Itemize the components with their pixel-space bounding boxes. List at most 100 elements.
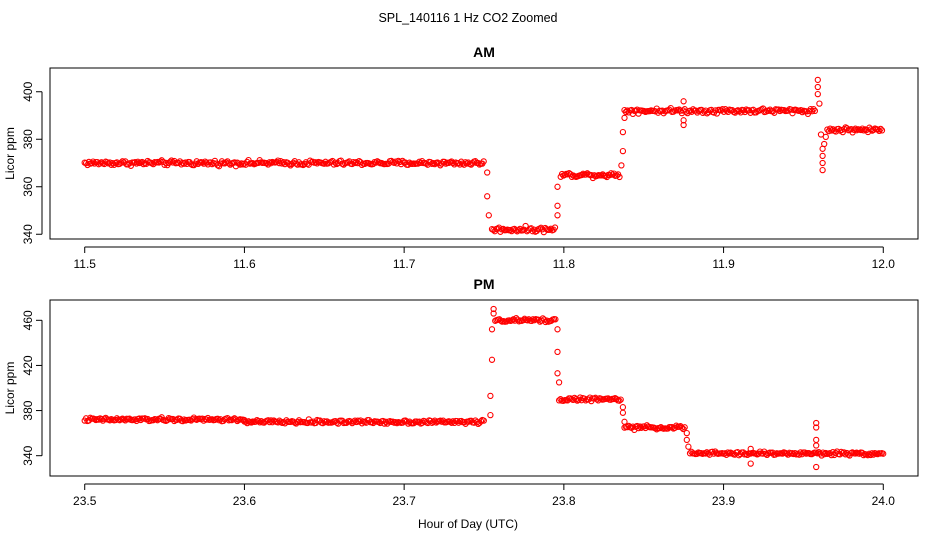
data-point xyxy=(487,392,494,400)
data-point xyxy=(616,173,623,181)
data-point xyxy=(813,463,820,471)
data-point xyxy=(852,125,859,132)
data-point xyxy=(484,169,491,176)
data-point xyxy=(231,159,238,166)
data-point xyxy=(619,147,627,155)
x-tick-label: 23.9 xyxy=(712,494,736,508)
data-point xyxy=(842,451,849,458)
data-point xyxy=(88,159,95,167)
data-point xyxy=(375,418,382,426)
data-point xyxy=(133,160,140,167)
data-point xyxy=(554,202,561,209)
data-point xyxy=(554,370,561,377)
data-point xyxy=(449,418,457,425)
data-point xyxy=(263,160,270,167)
y-tick-label: 340 xyxy=(21,445,35,465)
data-point xyxy=(702,450,709,457)
data-point xyxy=(510,316,517,323)
data-point xyxy=(134,158,142,165)
data-point xyxy=(182,159,189,166)
data-point xyxy=(488,356,496,363)
y-tick-label: 400 xyxy=(21,81,35,101)
data-point xyxy=(683,436,690,444)
data-point xyxy=(546,226,553,233)
data-point xyxy=(878,127,886,134)
data-point xyxy=(285,160,293,168)
data-point xyxy=(96,160,104,167)
data-point xyxy=(537,224,545,231)
data-point xyxy=(765,107,772,114)
data-point xyxy=(762,450,769,457)
data-point xyxy=(747,460,754,467)
data-point xyxy=(678,424,686,431)
data-point xyxy=(618,162,625,169)
data-point xyxy=(683,429,690,437)
x-tick-label: 23.6 xyxy=(233,494,257,508)
data-point xyxy=(488,326,496,333)
data-point xyxy=(255,417,262,425)
data-point xyxy=(821,451,828,458)
x-tick-label: 23.8 xyxy=(552,494,576,508)
data-point xyxy=(238,160,245,167)
data-point xyxy=(819,152,826,160)
data-point xyxy=(736,107,743,115)
data-point xyxy=(817,131,825,138)
data-point xyxy=(602,172,609,180)
data-point xyxy=(150,417,157,424)
data-point xyxy=(157,158,164,165)
data-point xyxy=(814,83,821,91)
x-tick-label: 11.8 xyxy=(553,257,576,271)
data-point xyxy=(680,121,687,129)
data-point xyxy=(166,158,174,165)
plot-panels: AM 11.5 11.6 11.7 11.8 11.9 12.0 340 360 380 400 Li… xyxy=(3,44,919,508)
data-point xyxy=(747,445,754,453)
data-point xyxy=(117,159,125,166)
data-point xyxy=(477,418,485,425)
data-point xyxy=(547,225,554,232)
data-point xyxy=(877,125,884,133)
y-tick-label: 460 xyxy=(21,310,35,330)
data-point xyxy=(490,226,497,234)
data-point xyxy=(554,183,561,190)
data-point xyxy=(680,98,687,105)
y-tick-label: 360 xyxy=(21,176,35,196)
data-point xyxy=(173,416,181,423)
data-point xyxy=(652,425,659,432)
data-point xyxy=(636,423,644,430)
data-point xyxy=(554,212,561,219)
panel-pm: PM 23.5 23.6 23.7 23.8 23.9 24.0 340 380 420 460 Li… xyxy=(3,276,919,508)
data-point xyxy=(598,172,605,179)
data-point xyxy=(461,418,468,426)
data-point xyxy=(119,158,126,165)
data-point xyxy=(813,442,820,449)
data-point xyxy=(473,419,480,426)
data-point xyxy=(551,224,559,231)
data-point xyxy=(822,133,829,141)
data-point xyxy=(304,419,311,427)
data-point xyxy=(621,114,628,122)
data-point xyxy=(554,348,561,356)
data-point xyxy=(248,419,255,426)
data-point xyxy=(353,158,360,166)
x-tick-label: 11.7 xyxy=(393,257,416,271)
data-series xyxy=(81,305,887,471)
x-tick-label: 11.6 xyxy=(233,257,256,271)
data-point xyxy=(524,317,531,324)
data-point xyxy=(629,423,637,430)
data-point xyxy=(454,417,461,425)
data-point xyxy=(633,106,641,113)
data-point xyxy=(617,396,624,403)
data-point xyxy=(880,450,887,457)
data-point xyxy=(267,160,275,167)
y-tick-label: 340 xyxy=(21,224,35,244)
data-point xyxy=(490,305,497,313)
data-point xyxy=(578,171,585,179)
x-tick-label: 11.9 xyxy=(712,257,735,271)
data-point xyxy=(484,193,491,200)
x-tick-label: 11.5 xyxy=(73,257,96,271)
data-point xyxy=(685,443,692,450)
data-point xyxy=(416,158,423,165)
data-point xyxy=(109,159,116,167)
data-point xyxy=(529,228,536,235)
data-point xyxy=(616,397,623,404)
